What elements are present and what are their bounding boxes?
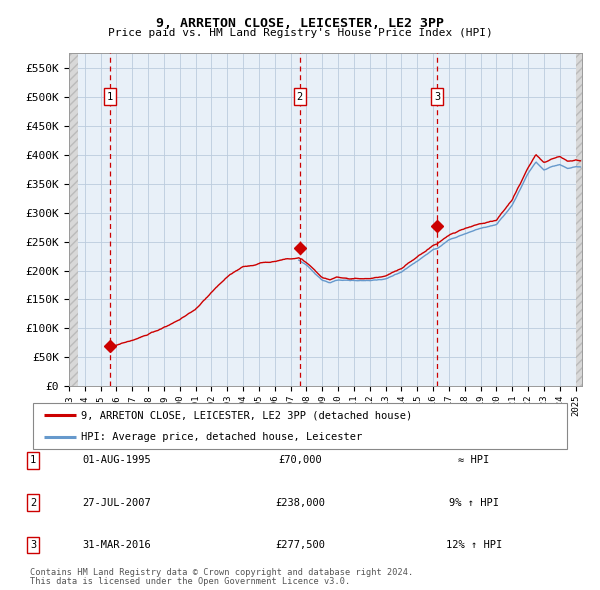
Text: 1: 1 <box>30 455 36 465</box>
Text: This data is licensed under the Open Government Licence v3.0.: This data is licensed under the Open Gov… <box>30 577 350 586</box>
Text: 01-AUG-1995: 01-AUG-1995 <box>83 455 151 465</box>
Text: HPI: Average price, detached house, Leicester: HPI: Average price, detached house, Leic… <box>82 432 362 442</box>
Bar <box>575 53 585 386</box>
Text: ≈ HPI: ≈ HPI <box>458 455 490 465</box>
Text: 1: 1 <box>107 91 113 101</box>
Text: 27-JUL-2007: 27-JUL-2007 <box>83 498 151 507</box>
Bar <box>69 53 79 386</box>
Text: Price paid vs. HM Land Registry's House Price Index (HPI): Price paid vs. HM Land Registry's House … <box>107 28 493 38</box>
Text: 12% ↑ HPI: 12% ↑ HPI <box>446 540 502 550</box>
Text: 9, ARRETON CLOSE, LEICESTER, LE2 3PP (detached house): 9, ARRETON CLOSE, LEICESTER, LE2 3PP (de… <box>82 410 413 420</box>
Text: 3: 3 <box>434 91 440 101</box>
Text: 2: 2 <box>296 91 303 101</box>
Text: £238,000: £238,000 <box>275 498 325 507</box>
FancyBboxPatch shape <box>33 403 568 450</box>
Text: 31-MAR-2016: 31-MAR-2016 <box>83 540 151 550</box>
Text: 9, ARRETON CLOSE, LEICESTER, LE2 3PP: 9, ARRETON CLOSE, LEICESTER, LE2 3PP <box>156 17 444 30</box>
Text: £277,500: £277,500 <box>275 540 325 550</box>
Text: Contains HM Land Registry data © Crown copyright and database right 2024.: Contains HM Land Registry data © Crown c… <box>30 568 413 576</box>
Text: £70,000: £70,000 <box>278 455 322 465</box>
Text: 3: 3 <box>30 540 36 550</box>
Text: 9% ↑ HPI: 9% ↑ HPI <box>449 498 499 507</box>
Text: 2: 2 <box>30 498 36 507</box>
